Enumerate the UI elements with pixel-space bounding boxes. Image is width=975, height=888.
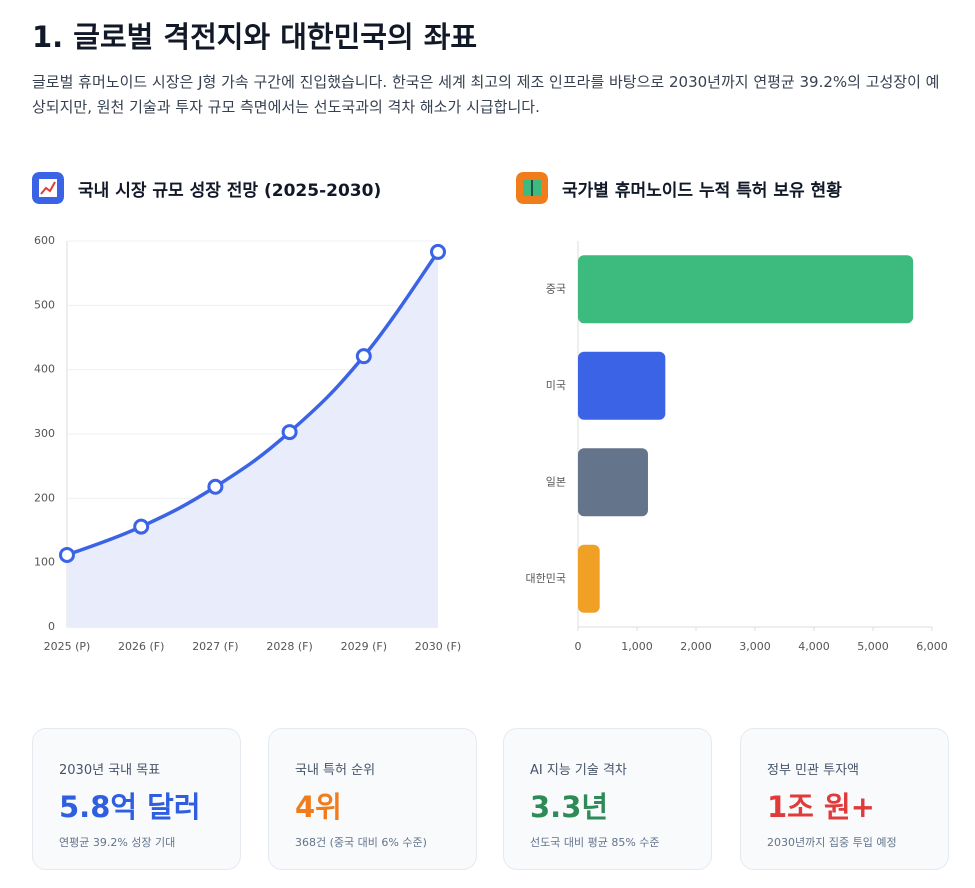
chart-header: 국내 시장 규모 성장 전망 (2025-2030) — [32, 172, 381, 204]
y-tick-label: 200 — [34, 491, 55, 504]
chart-title: 국내 시장 규모 성장 전망 (2025-2030) — [78, 180, 382, 201]
stat-card: 정부 민관 투자액 1조 원+ 2030년까지 집중 투입 예정 — [740, 728, 949, 870]
y-tick-label: 600 — [34, 234, 55, 247]
x-tick-label: 2,000 — [680, 640, 712, 653]
card-label: 2030년 국내 목표 — [59, 763, 161, 778]
card-value: 5.8억 달러 — [59, 790, 201, 824]
bar — [578, 255, 914, 324]
x-tick-label: 2025 (P) — [44, 640, 91, 653]
bar-chart: 0 1,000 2,000 3,000 4,000 5,000 6,000 중국미국일본대한민… — [526, 241, 948, 653]
card-label: 정부 민관 투자액 — [767, 763, 859, 778]
card-label: 국내 특허 순위 — [295, 763, 376, 778]
bar — [578, 351, 666, 420]
x-tick-label: 6,000 — [916, 640, 948, 653]
point — [355, 348, 372, 365]
chart-header: 국가별 휴머노이드 누적 특허 보유 현황 — [516, 172, 842, 204]
y-tick-label: 100 — [34, 556, 55, 569]
card-label: AI 지능 기술 격차 — [530, 763, 627, 778]
chart-icon — [516, 172, 548, 204]
chart-title: 국가별 휴머노이드 누적 특허 보유 현황 — [562, 180, 842, 201]
y-tick-label: 0 — [48, 620, 55, 633]
card-note: 2030년까지 집중 투입 예정 — [767, 836, 897, 849]
bar — [578, 544, 600, 613]
y-tick-label: 400 — [34, 363, 55, 376]
x-tick-label: 3,000 — [739, 640, 771, 653]
y-tick-label: 300 — [34, 427, 55, 440]
card-note: 368건 (중국 대비 6% 수준) — [295, 836, 427, 849]
y-tick-label: 500 — [34, 298, 55, 311]
x-tick-label: 1,000 — [621, 640, 653, 653]
y-tick-label: 미국 — [546, 379, 566, 392]
point — [430, 243, 446, 260]
x-tick-label: 4,000 — [798, 640, 830, 653]
point — [281, 424, 298, 441]
card-value: 3.3년 — [530, 790, 609, 824]
point — [133, 518, 150, 535]
x-tick-label: 2028 (F) — [266, 640, 312, 653]
x-tick-label: 2027 (F) — [192, 640, 238, 653]
point — [59, 546, 75, 563]
stat-card: 국내 특허 순위 4위 368건 (중국 대비 6% 수준) — [268, 728, 477, 870]
description: 글로벌 휴머노이드 시장은 J형 가속 구간에 진입했습니다. 한국은 세계 최… — [32, 73, 940, 116]
x-tick-label: 5,000 — [857, 640, 889, 653]
bar — [578, 448, 648, 517]
y-tick-label: 일본 — [546, 474, 566, 488]
line-chart: 0 100 200 300 400 500 600 2025 (P) 2026 (F) 2027 … — [34, 234, 461, 653]
area — [67, 251, 438, 628]
card-note: 선도국 대비 평균 85% 수준 — [530, 836, 660, 849]
x-tick-label: 2026 (F) — [118, 640, 164, 653]
x-tick-label: 2029 (F) — [341, 640, 387, 653]
page-title: 1. 글로벌 격전지와 대한민국의 좌표 — [32, 20, 478, 54]
x-tick-label: 2030 (F) — [415, 640, 461, 653]
chart-icon — [32, 172, 64, 204]
card-value: 1조 원+ — [767, 790, 875, 824]
y-tick-label: 대한민국 — [526, 572, 566, 585]
x-tick-label: 0 — [575, 640, 582, 653]
card-note: 연평균 39.2% 성장 기대 — [59, 836, 176, 849]
point — [207, 478, 224, 495]
y-tick-label: 중국 — [546, 282, 566, 295]
card-value: 4위 — [295, 790, 342, 824]
